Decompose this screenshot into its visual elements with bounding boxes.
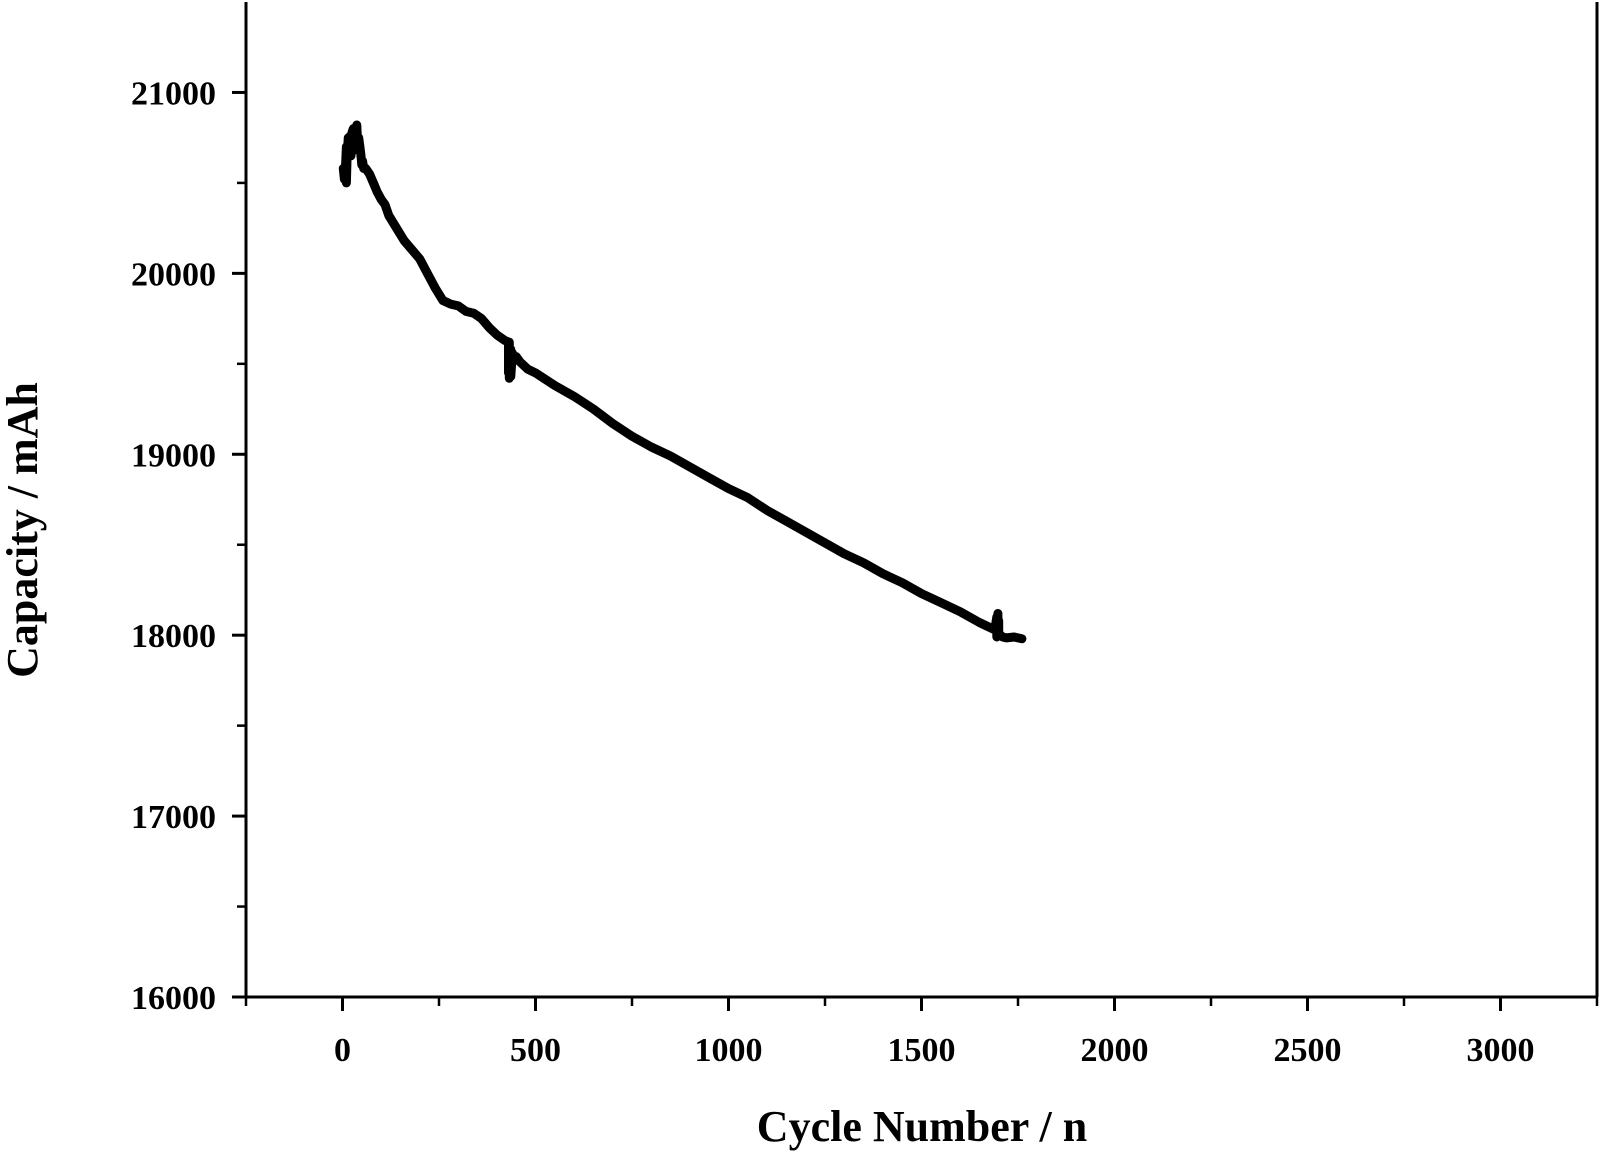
y-tick-label: 16000: [131, 980, 216, 1017]
y-tick-label: 17000: [131, 799, 216, 836]
x-axis-label: Cycle Number / n: [757, 1102, 1087, 1151]
x-tick-label: 3000: [1467, 1032, 1535, 1069]
x-tick-label: 500: [510, 1032, 561, 1069]
y-tick-label: 18000: [131, 618, 216, 655]
y-tick-label: 19000: [131, 437, 216, 474]
y-axis-label: Capacity / mAh: [0, 382, 47, 678]
x-tick-label: 2500: [1274, 1032, 1342, 1069]
series-line: [338, 120, 1027, 644]
x-tick-label: 2000: [1081, 1032, 1149, 1069]
y-tick-label: 21000: [131, 75, 216, 112]
x-tick-label: 1500: [888, 1032, 956, 1069]
labels: Cycle Number / n Capacity / mAh: [0, 382, 1087, 1151]
y-tick-label: 20000: [131, 256, 216, 293]
x-tick-label: 1000: [695, 1032, 763, 1069]
axes: 0 500 1000 1500 2000 2500 3000 16000 17000 18000 1…: [131, 2, 1599, 1069]
series-group: [338, 120, 1027, 644]
x-tick-label: 0: [334, 1032, 351, 1069]
